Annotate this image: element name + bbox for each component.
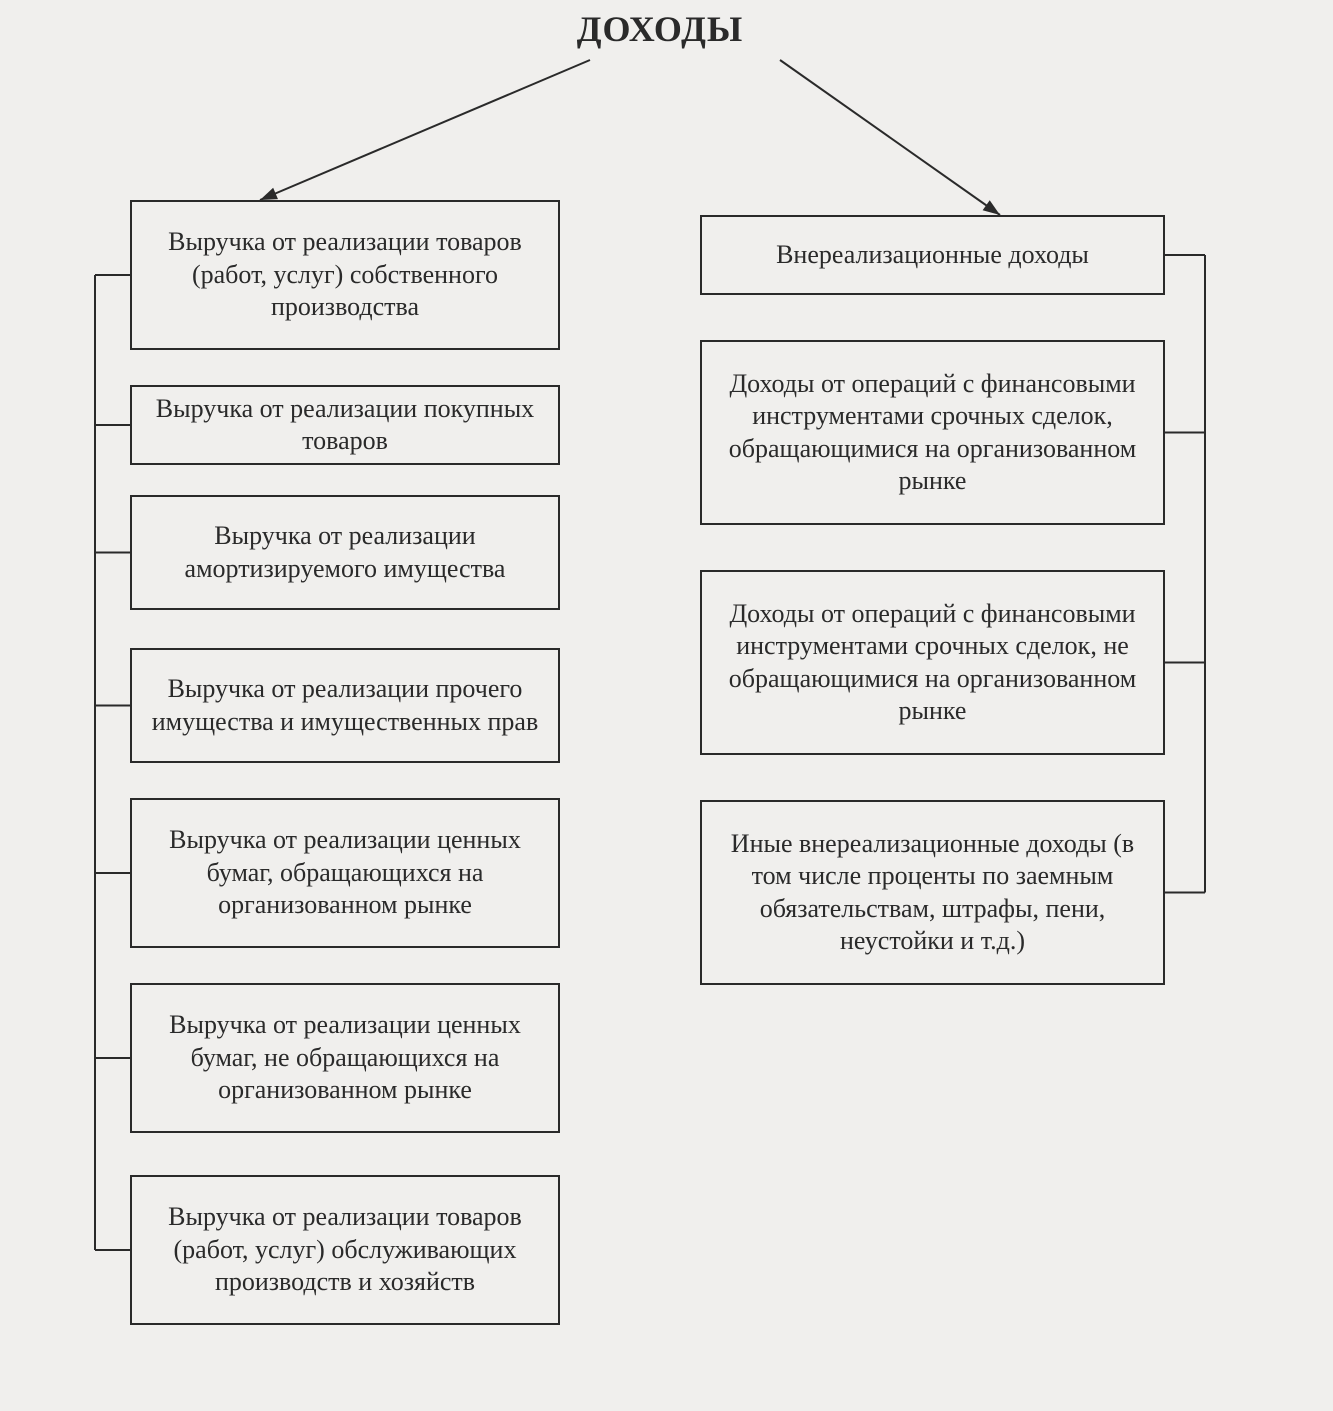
left-box-4: Выручка от реализации ценных бумаг, обра… xyxy=(130,798,560,948)
right-box-3: Иные внереализационные доходы (в том чис… xyxy=(700,800,1165,985)
left-box-0: Выручка от реализации товаров (работ, ус… xyxy=(130,200,560,350)
left-box-2: Выручка от реализации амортизируемого им… xyxy=(130,495,560,610)
left-box-5: Выручка от реализации ценных бумаг, не о… xyxy=(130,983,560,1133)
right-box-0: Внереализационные доходы xyxy=(700,215,1165,295)
right-box-1: Доходы от операций с финансовыми инструм… xyxy=(700,340,1165,525)
left-box-3: Выручка от реализации прочего имущества … xyxy=(130,648,560,763)
right-box-2: Доходы от операций с финансовыми инструм… xyxy=(700,570,1165,755)
left-box-1: Выручка от реализации покупных товаров xyxy=(130,385,560,465)
diagram-title: ДОХОДЫ xyxy=(500,8,820,58)
left-box-6: Выручка от реализации товаров (работ, ус… xyxy=(130,1175,560,1325)
